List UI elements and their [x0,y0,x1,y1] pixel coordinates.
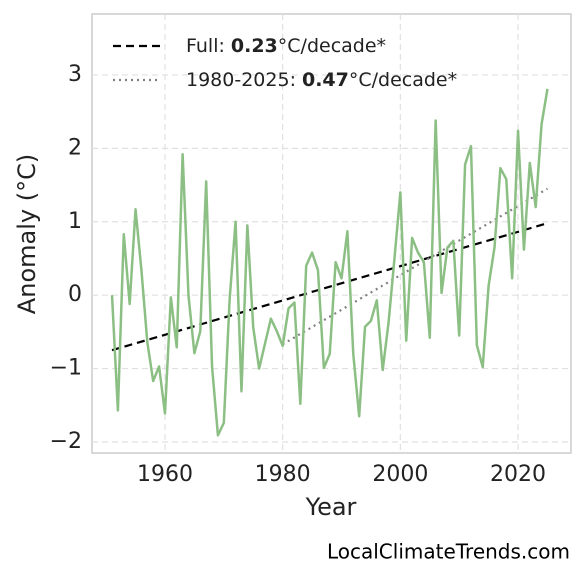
legend-slope: 0.47 [302,69,349,91]
legend-name: 1980-2025: [186,69,296,91]
legend-unit: °C/decade* [278,35,386,57]
legend-label: 1980-2025: 0.47°C/decade* [186,69,457,91]
x-tick-label: 2020 [490,462,546,487]
legend-unit: °C/decade* [349,69,457,91]
plot-frame [91,13,572,454]
y-tick-label: −1 [50,356,82,381]
y-tick-label: 3 [68,62,82,87]
y-tick-label: 1 [68,209,82,234]
source: LocalClimateTrends.com [327,540,570,564]
x-tick-label: 1980 [255,462,311,487]
x-axis-label: Year [305,493,357,521]
y-tick-label: 0 [68,282,82,307]
y-axis-label: Anomaly (°C) [13,154,41,314]
x-tick-label: 2000 [372,462,428,487]
x-tick-label: 1960 [137,462,193,487]
legend-label: Full: 0.23°C/decade* [186,35,386,57]
legend-name: Full: [186,35,225,57]
data-line [110,88,549,437]
legend-slope: 0.23 [231,35,278,57]
y-tick-label: −2 [50,429,82,454]
y-tick-label: 2 [68,135,82,160]
